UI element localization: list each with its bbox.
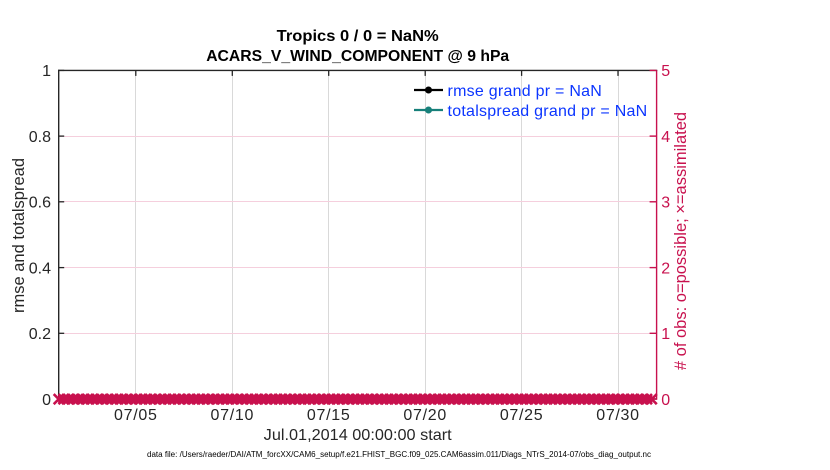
svg-text:07/05: 07/05 <box>114 407 158 424</box>
svg-text:07/15: 07/15 <box>307 407 351 424</box>
svg-text:1: 1 <box>661 326 670 343</box>
svg-text:07/25: 07/25 <box>500 407 544 424</box>
svg-text:# of obs: o=possible; ×=assimi: # of obs: o=possible; ×=assimilated <box>672 112 690 370</box>
svg-text:rmse and totalspread: rmse and totalspread <box>10 158 28 313</box>
svg-text:07/30: 07/30 <box>596 407 640 424</box>
svg-text:ACARS_V_WIND_COMPONENT @ 9 hPa: ACARS_V_WIND_COMPONENT @ 9 hPa <box>206 48 509 65</box>
svg-text:0: 0 <box>42 392 51 409</box>
svg-text:5: 5 <box>661 63 670 80</box>
svg-text:0.2: 0.2 <box>29 326 51 343</box>
svg-text:0: 0 <box>661 392 670 409</box>
svg-text:data file: /Users/raeder/DAI/A: data file: /Users/raeder/DAI/ATM_forcXX/… <box>147 450 651 459</box>
svg-text:Tropics 0 / 0 = NaN%: Tropics 0 / 0 = NaN% <box>277 28 439 45</box>
svg-text:2: 2 <box>661 260 670 277</box>
svg-text:07/10: 07/10 <box>211 407 255 424</box>
svg-text:3: 3 <box>661 195 670 212</box>
svg-text:0.6: 0.6 <box>29 195 51 212</box>
svg-text:1: 1 <box>42 63 51 80</box>
svg-text:0.4: 0.4 <box>29 260 51 277</box>
svg-text:07/20: 07/20 <box>403 407 447 424</box>
svg-text:4: 4 <box>661 129 670 146</box>
svg-text:0.8: 0.8 <box>29 129 51 146</box>
svg-text:totalspread grand pr = NaN: totalspread grand pr = NaN <box>448 103 648 120</box>
svg-text:rmse grand pr = NaN: rmse grand pr = NaN <box>448 83 603 100</box>
svg-text:Jul.01,2014 00:00:00 start: Jul.01,2014 00:00:00 start <box>264 427 453 444</box>
